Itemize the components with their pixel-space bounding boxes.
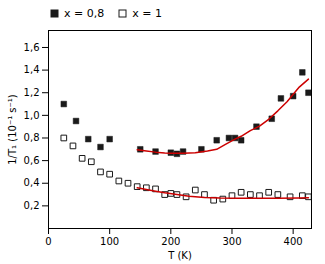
svg-text:0,4: 0,4: [24, 177, 40, 188]
svg-text:1,6: 1,6: [24, 42, 40, 53]
svg-text:0,2: 0,2: [24, 200, 40, 211]
svg-text:1,0: 1,0: [24, 110, 40, 121]
html-text:x = 1: x = 1: [132, 6, 162, 20]
svg-text:T (K): T (K): [167, 250, 192, 261]
svg-text:1,2: 1,2: [24, 87, 40, 98]
svg-text:100: 100: [100, 236, 119, 247]
svg-text:200: 200: [161, 236, 180, 247]
svg-text:0,6: 0,6: [24, 155, 40, 166]
svg-text:0,8: 0,8: [24, 132, 40, 143]
svg-text:300: 300: [222, 236, 241, 247]
svg-text:400: 400: [284, 236, 303, 247]
svg-text:0: 0: [45, 236, 51, 247]
svg-text:1,4: 1,4: [24, 64, 40, 75]
html-text:x = 0,8: x = 0,8: [64, 6, 105, 20]
svg-text:1/T₁ (10⁻¹ s⁻¹): 1/T₁ (10⁻¹ s⁻¹): [7, 94, 18, 165]
